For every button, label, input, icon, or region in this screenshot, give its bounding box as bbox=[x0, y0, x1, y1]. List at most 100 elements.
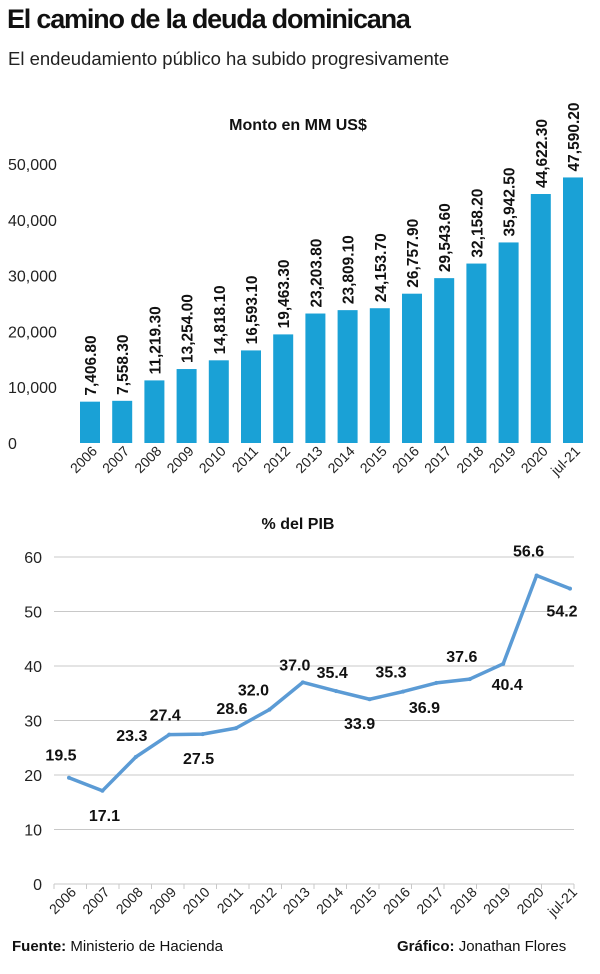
bar bbox=[466, 263, 487, 443]
line-xtick-label: 2008 bbox=[113, 884, 146, 917]
bar-ytick-label: 0 bbox=[8, 436, 17, 453]
bar-ytick-label: 20,000 bbox=[8, 324, 57, 341]
line-point bbox=[200, 732, 205, 737]
line-value-label: 37.0 bbox=[279, 657, 310, 674]
line-xtick-label: 2015 bbox=[346, 884, 379, 917]
line-point bbox=[267, 707, 272, 712]
line-point bbox=[67, 775, 71, 780]
bar-value-label: 44,622.30 bbox=[534, 119, 551, 188]
line-xtick-label: 2012 bbox=[246, 884, 279, 917]
line-ytick-label: 40 bbox=[24, 659, 42, 676]
line-value-label: 33.9 bbox=[344, 716, 375, 733]
bar bbox=[402, 293, 422, 443]
bar-value-label: 7,406.80 bbox=[83, 335, 100, 395]
bar bbox=[273, 334, 294, 443]
bar-chart-amount: Monto en MM US$ 0 10,000 20,000 30,000 40,000… bbox=[8, 102, 583, 479]
bar-ytick-label: 50,000 bbox=[8, 157, 57, 174]
line-point bbox=[167, 732, 172, 737]
bar-value-label: 47,590.20 bbox=[566, 102, 583, 171]
line-xtick-label: 2011 bbox=[214, 884, 247, 917]
bar-value-label: 32,158.20 bbox=[469, 189, 486, 258]
line-chart-title: % del PIB bbox=[262, 516, 335, 533]
line-ytick-label: 60 bbox=[24, 550, 42, 567]
line-point bbox=[467, 677, 472, 682]
line-point bbox=[334, 689, 339, 694]
line-value-label: 17.1 bbox=[89, 808, 120, 825]
line-value-label: 32.0 bbox=[238, 683, 269, 700]
line-value-label: 56.6 bbox=[513, 544, 544, 561]
line-ytick-label: 30 bbox=[24, 714, 42, 731]
bar bbox=[369, 308, 390, 443]
bar bbox=[208, 360, 229, 443]
bar-value-label: 26,757.90 bbox=[405, 219, 422, 288]
line-point bbox=[100, 788, 105, 793]
line-xtick-label: 2014 bbox=[313, 884, 346, 917]
bar-chart-title: Monto en MM US$ bbox=[229, 117, 367, 134]
bar-value-label: 11,219.30 bbox=[147, 306, 164, 374]
bar bbox=[80, 401, 100, 443]
line-value-label: 36.9 bbox=[409, 700, 440, 717]
bar bbox=[498, 242, 519, 443]
bar bbox=[241, 350, 261, 443]
line-point bbox=[501, 661, 506, 666]
bar-value-label: 16,593.10 bbox=[244, 275, 261, 344]
chart-title: El camino de la deuda dominicana bbox=[7, 4, 411, 34]
line-value-label: 35.3 bbox=[375, 665, 406, 682]
line-xtick-label: 2006 bbox=[46, 884, 79, 917]
line-ytick-label: 20 bbox=[24, 768, 42, 785]
source-label: Fuente: bbox=[12, 938, 67, 955]
line-xtick-label: 2009 bbox=[146, 884, 179, 917]
line-xtick-label: 2013 bbox=[280, 884, 313, 917]
credit-label: Gráfico: bbox=[397, 938, 455, 955]
line-value-label: 28.6 bbox=[216, 701, 247, 718]
bar bbox=[144, 380, 165, 443]
line-xtick-label: 2017 bbox=[413, 884, 446, 917]
line-xtick-label: 2016 bbox=[380, 884, 413, 917]
line-point bbox=[300, 680, 305, 685]
line-value-label: 37.6 bbox=[446, 649, 477, 666]
credit-note: Gráfico: Jonathan Flores bbox=[397, 938, 566, 955]
line-point bbox=[534, 573, 539, 578]
bar bbox=[112, 400, 133, 443]
source-note: Fuente: Ministerio de Hacienda bbox=[12, 938, 223, 955]
bar-value-label: 24,153.70 bbox=[373, 233, 390, 302]
line-xtick-label: 2018 bbox=[447, 884, 480, 917]
line-value-label: 35.4 bbox=[317, 665, 348, 682]
bar-ytick-label: 40,000 bbox=[8, 213, 57, 230]
chart-subtitle: El endeudamiento público ha subido progr… bbox=[8, 48, 450, 69]
bar-value-label: 13,254.00 bbox=[180, 294, 197, 363]
line-point bbox=[234, 726, 238, 731]
bar-value-label: 29,543.60 bbox=[437, 203, 454, 272]
line-series bbox=[67, 573, 572, 793]
line-point bbox=[568, 586, 572, 591]
bar-value-label: 23,809.10 bbox=[341, 235, 358, 304]
line-ytick-label: 0 bbox=[33, 877, 42, 894]
bar bbox=[305, 313, 326, 443]
line-value-label: 54.2 bbox=[546, 604, 577, 621]
line-xtick-label: jul-21 bbox=[544, 884, 580, 920]
bar bbox=[176, 369, 197, 443]
line-value-label: 27.5 bbox=[183, 751, 214, 768]
line-xtick-label: 2019 bbox=[480, 884, 513, 917]
bar-ytick-label: 30,000 bbox=[8, 269, 57, 286]
bar-value-label: 19,463.30 bbox=[276, 259, 293, 328]
line-ytick-label: 10 bbox=[24, 823, 42, 840]
line-value-label: 19.5 bbox=[45, 748, 76, 765]
credit-text: Jonathan Flores bbox=[458, 938, 567, 955]
bar-value-label: 14,818.10 bbox=[212, 285, 229, 354]
bar bbox=[434, 278, 455, 443]
line-xtick-label: 2007 bbox=[79, 884, 112, 917]
line-value-label: 40.4 bbox=[492, 677, 523, 694]
line-point bbox=[401, 689, 405, 694]
bar-ytick-label: 10,000 bbox=[8, 380, 57, 397]
bar bbox=[337, 310, 358, 443]
line-ytick-label: 50 bbox=[24, 605, 42, 622]
line-value-label: 23.3 bbox=[116, 728, 147, 745]
line-point bbox=[434, 680, 439, 685]
source-text: Ministerio de Hacienda bbox=[70, 938, 223, 955]
bar-value-label: 23,203.80 bbox=[308, 239, 325, 308]
bar bbox=[530, 194, 551, 443]
line-point bbox=[133, 755, 138, 760]
bar bbox=[563, 177, 583, 443]
